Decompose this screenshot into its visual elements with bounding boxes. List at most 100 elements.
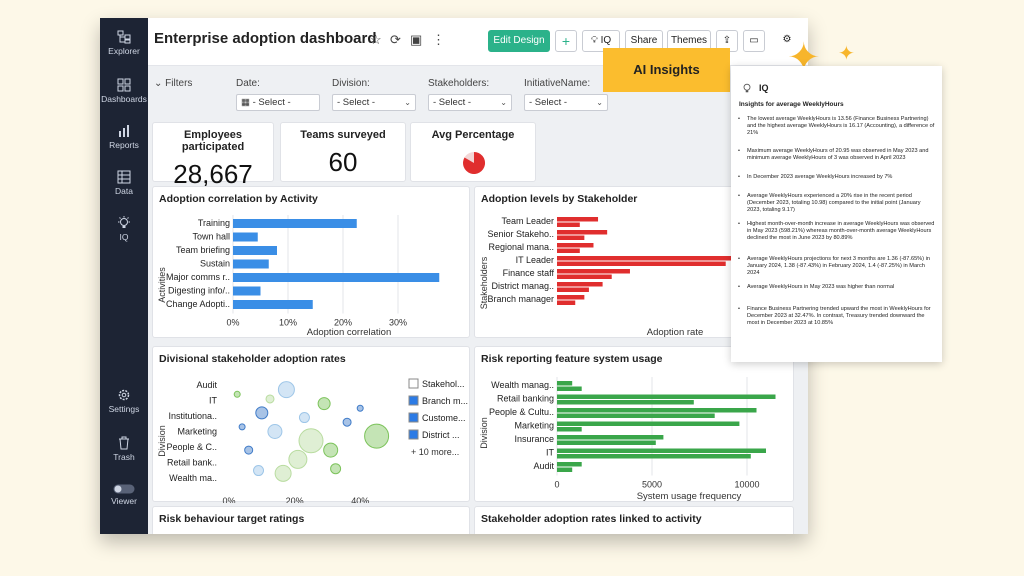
bubble — [244, 445, 254, 455]
insight-text: Average WeeklyHours experienced a 20% ri… — [747, 193, 921, 214]
bubble — [267, 424, 283, 439]
y-tick-label: Sustain — [200, 259, 230, 269]
insight-item: In December 2023 average WeeklyHours inc… — [738, 174, 936, 181]
bar — [233, 286, 261, 296]
legend-more-link: + 10 more... — [411, 447, 459, 457]
save-icon[interactable]: ▣ — [410, 32, 423, 47]
filters-toggle[interactable]: ⌄ Filters — [154, 78, 193, 89]
bar — [557, 381, 573, 386]
chart-title: Divisional stakeholder adoption rates — [159, 353, 346, 365]
bar — [233, 219, 357, 228]
y-tick-label: Institutiona.. — [168, 411, 217, 421]
insight-item: Highest month-over-month increase in ave… — [738, 221, 936, 243]
sidebar-item-settings[interactable]: Settings — [100, 388, 148, 414]
edit-design-button[interactable]: Edit Design — [488, 30, 550, 52]
insight-item: Maximum average WeeklyHours of 20.95 was… — [738, 148, 936, 162]
sidebar-item-label: Viewer — [111, 496, 137, 506]
bar — [233, 273, 440, 282]
bar — [233, 246, 277, 255]
sidebar-item-trash[interactable]: Trash — [100, 436, 148, 462]
sidebar-item-iq[interactable]: IQ — [100, 216, 148, 242]
insight-item: Finance Business Partnering trended upwa… — [738, 306, 936, 328]
legend-label: District ... — [422, 430, 460, 440]
x-axis-label: Adoption rate — [647, 327, 704, 338]
y-tick-label: District manag.. — [491, 281, 554, 291]
x-tick-label: 30% — [389, 318, 407, 328]
bar — [557, 421, 740, 426]
stakeholders-filter-label: Stakeholders: — [428, 78, 490, 89]
y-tick-label: Wealth manag.. — [491, 380, 554, 390]
y-tick-label: Finance staff — [503, 268, 555, 278]
bubble — [323, 442, 339, 458]
panel-title: IQ — [759, 83, 769, 93]
chevron-down-icon: ⌄ — [500, 98, 507, 107]
bar — [557, 448, 766, 453]
sidebar-item-reports[interactable]: Reports — [100, 124, 148, 150]
sidebar-item-label: Data — [115, 186, 133, 196]
date-filter-label: Date: — [236, 78, 260, 89]
refresh-icon[interactable]: ⟳ — [390, 32, 401, 47]
bar — [233, 232, 258, 242]
y-tick-label: Town hall — [192, 232, 230, 242]
y-tick-label: Retail banking — [497, 394, 554, 404]
chart-title: Adoption levels by Stakeholder — [481, 193, 638, 205]
kpi-card-teams: Teams surveyed 60 — [280, 122, 406, 182]
chart-card-divisional: Divisional stakeholder adoption rates Di… — [152, 346, 470, 503]
present-button[interactable]: ▭ — [743, 30, 765, 52]
y-tick-label: Senior Stakeho.. — [487, 229, 554, 239]
viewer-toggle[interactable]: Viewer — [100, 484, 148, 506]
page-title: Enterprise adoption dashboard — [154, 30, 377, 47]
sidebar-item-explorer[interactable]: Explorer — [100, 30, 148, 56]
gear-icon: ⚙ — [782, 34, 792, 45]
initiative-filter[interactable]: - Select - ⌄ — [524, 94, 608, 111]
bar — [557, 462, 582, 467]
division-filter[interactable]: - Select - ⌄ — [332, 94, 416, 111]
kpi-value: 60 — [328, 147, 358, 177]
initiative-filter-value: - Select - — [529, 97, 568, 108]
more-icon[interactable]: ⋮ — [432, 32, 445, 47]
y-tick-label: Training — [198, 218, 230, 228]
division-filter-value: - Select - — [337, 97, 376, 108]
bulb-icon: 💡︎ — [590, 35, 601, 46]
y-tick-label: Marketing — [514, 421, 554, 431]
calendar-icon: ▦ — [241, 97, 253, 108]
legend-label: Custome... — [422, 413, 466, 423]
bar — [557, 467, 573, 472]
insight-text: Finance Business Partnering trended upwa… — [747, 306, 931, 327]
sidebar-item-label: Dashboards — [101, 94, 147, 104]
avg-percentage-pie — [463, 151, 486, 174]
insight-item: Average WeeklyHours experienced a 20% ri… — [738, 193, 936, 215]
sidebar-item-data[interactable]: Data — [100, 170, 148, 196]
toggle-icon — [113, 484, 135, 494]
x-tick-label: 0% — [222, 496, 235, 503]
sparkle-icon: ✦ — [838, 43, 855, 65]
bar — [557, 400, 694, 405]
sidebar: Explorer Dashboards Reports Data IQ Sett… — [100, 18, 148, 534]
date-filter[interactable]: ▦ - Select - — [236, 94, 320, 111]
y-tick-label: Digesting info/.. — [168, 286, 230, 296]
y-tick-label: Wealth ma.. — [169, 473, 217, 483]
kpi-title: Avg Percentage — [431, 129, 515, 141]
sidebar-item-dashboards[interactable]: Dashboards — [100, 78, 148, 104]
add-button[interactable]: + — [555, 30, 577, 52]
stakeholders-filter[interactable]: - Select - ⌄ — [428, 94, 512, 111]
bar — [557, 248, 580, 253]
y-tick-label: Marketing — [177, 427, 217, 437]
x-tick-label: 20% — [286, 496, 304, 503]
bar — [557, 408, 757, 413]
initiative-filter-label: InitiativeName: — [524, 78, 591, 89]
chart-card-stakeholder-activity: Stakeholder adoption rates linked to act… — [474, 506, 794, 534]
x-tick-label: 10000 — [734, 480, 759, 490]
division-filter-label: Division: — [332, 78, 370, 89]
y-tick-label: Team Leader — [501, 216, 554, 226]
bar — [233, 300, 313, 309]
star-icon[interactable]: ☆ — [370, 32, 382, 47]
legend-checkbox — [408, 395, 419, 406]
bar — [557, 222, 580, 227]
dashboards-icon — [117, 78, 131, 92]
explorer-icon — [117, 30, 131, 44]
bar — [557, 243, 594, 248]
iq-button[interactable]: 💡︎ IQ — [582, 30, 620, 52]
y-axis-label: Division — [479, 417, 489, 449]
settings-button[interactable]: ⚙ — [776, 30, 798, 52]
